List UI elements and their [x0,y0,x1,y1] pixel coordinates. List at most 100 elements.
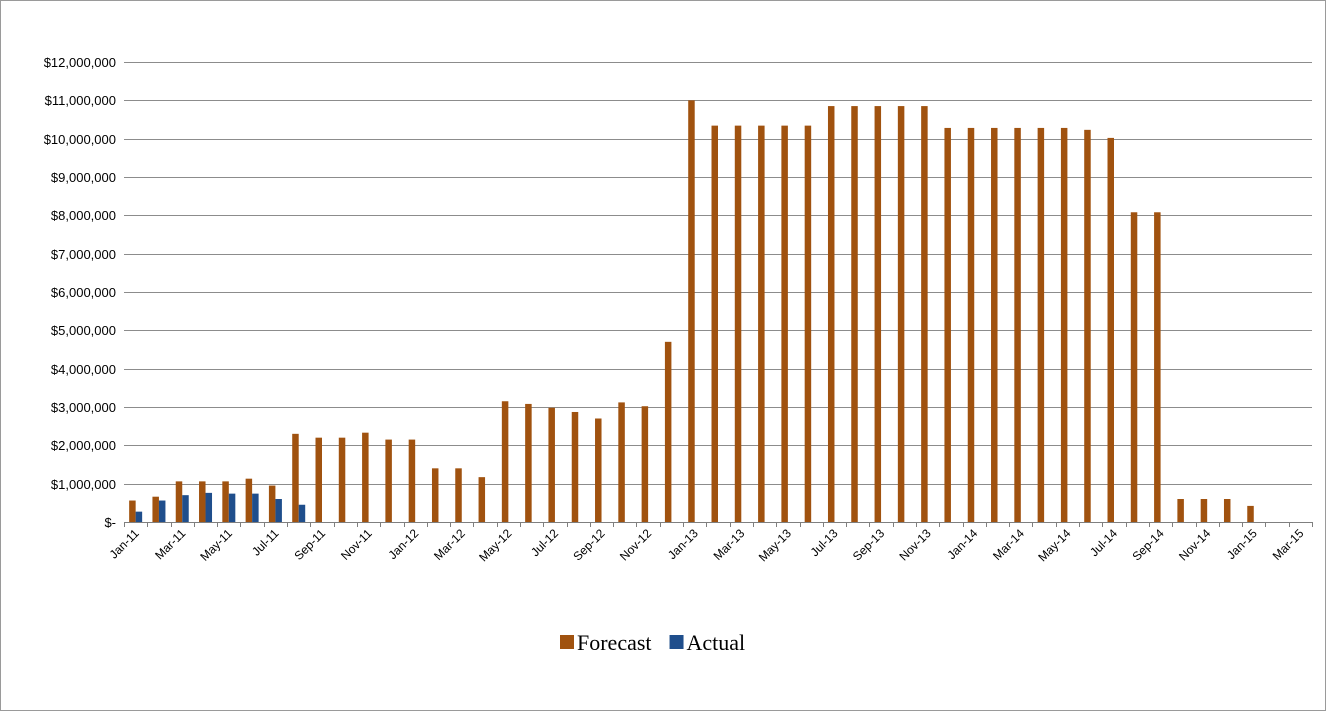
x-tick-label: Jul-12 [528,526,561,559]
y-tick-label: $10,000,000 [44,132,116,147]
forecast-bar [944,127,951,523]
forecast-bar [1130,212,1138,522]
forecast-bar [734,125,742,522]
x-tick-label: May-12 [476,526,514,564]
y-tick-label: $8,000,000 [51,208,116,223]
x-tick-label: May-13 [756,526,794,564]
forecast-bar [385,439,392,522]
y-tick-label: $6,000,000 [51,285,116,300]
y-tick-label: $1,000,000 [51,477,116,492]
forecast-bar [548,407,555,522]
x-tick-label: Mar-11 [152,526,188,562]
x-tick-label: Jan-12 [385,526,421,562]
y-tick-label: $12,000,000 [44,55,116,70]
forecast-bar [1154,212,1161,522]
x-tick-label: Sep-11 [291,526,328,563]
forecast-bar [874,106,882,522]
forecast-bar [641,406,649,522]
x-tick-label: Mar-13 [711,526,748,563]
actual-bar [182,495,189,522]
x-tick-label: Jan-11 [107,526,142,561]
x-tick-label: Jul-13 [808,526,841,559]
forecast-bar [1037,127,1045,523]
y-tick-label: $2,000,000 [51,438,116,453]
x-tick-label: Mar-14 [990,526,1027,563]
x-tick-label: Jan-14 [945,526,981,562]
forecast-bar [758,125,765,522]
forecast-bar [338,437,346,522]
legend-label-forecast: Forecast [577,630,652,655]
x-tick-label: Jul-14 [1087,526,1120,559]
actual-bar [228,493,236,522]
x-axis [124,522,1313,527]
forecast-bar [1200,499,1208,522]
forecast-bar [362,432,369,522]
y-tick-label: $4,000,000 [51,362,116,377]
x-tick-label: Sep-12 [570,526,607,563]
bars [129,100,1254,523]
forecast-bar [1084,129,1091,522]
x-tick-label: Nov-11 [338,526,375,563]
forecast-bar [921,106,928,522]
forecast-bar [245,478,253,522]
forecast-bar [129,500,136,522]
x-tick-label: Nov-13 [897,526,934,563]
forecast-bar [1014,127,1021,523]
forecast-bar [222,481,229,522]
legend-label-actual: Actual [687,630,746,655]
actual-bar [298,504,306,522]
x-tick-label: Jan-13 [665,526,701,562]
forecast-bar [618,402,625,522]
forecast-bar [292,433,299,522]
actual-bar [252,493,259,522]
y-tick-label: $5,000,000 [51,323,116,338]
actual-bar [275,499,282,522]
forecast-bar [664,341,672,522]
forecast-bar [781,125,788,522]
forecast-bar [501,401,509,522]
forecast-bar [315,437,322,522]
y-tick-label: $- [104,515,116,530]
forecast-bar [175,481,183,522]
forecast-bar [688,100,695,522]
forecast-bar [804,125,812,522]
forecast-bar [1177,499,1184,522]
x-tick-label: Mar-15 [1270,526,1307,563]
x-tick-label: May-11 [197,526,235,564]
forecast-bar [1223,499,1231,522]
forecast-bar [152,496,159,522]
x-tick-label: May-14 [1035,526,1073,564]
y-axis-tick-labels: $- $1,000,000 $2,000,000 $3,000,000 $4,000,0… [44,55,116,530]
x-tick-label: Jan-15 [1224,526,1260,562]
forecast-bar [711,125,718,522]
actual-bar [205,492,213,522]
forecast-bar [851,106,858,522]
forecast-bar [525,403,532,522]
forecast-bar [827,106,835,522]
forecast-bar [408,439,416,522]
x-tick-label: Sep-13 [850,526,887,563]
y-tick-label: $9,000,000 [51,170,116,185]
forecast-bar [897,106,905,522]
y-tick-label: $3,000,000 [51,400,116,415]
actual-bar [135,511,143,522]
legend: Forecast Actual [560,630,745,655]
forecast-bar [1107,137,1114,522]
forecast-bar [991,127,998,523]
forecast-bar [455,468,462,522]
x-tick-label: Jul-11 [249,526,282,559]
x-axis-tick-labels: Jan-11 Mar-11 May-11 Jul-11 Sep-11 Nov-11 Jan-… [107,526,1307,564]
x-tick-label: Mar-12 [431,526,468,563]
legend-swatch-forecast [560,635,574,649]
forecast-bar [571,411,579,522]
forecast-bar [967,127,975,523]
forecast-bar [1247,505,1254,522]
forecast-bar [199,481,206,522]
y-tick-label: $11,000,000 [45,93,116,108]
x-tick-label: Nov-14 [1176,526,1213,563]
forecast-bar [268,485,276,522]
forecast-bar [1060,127,1068,523]
x-tick-label: Nov-12 [617,526,654,563]
